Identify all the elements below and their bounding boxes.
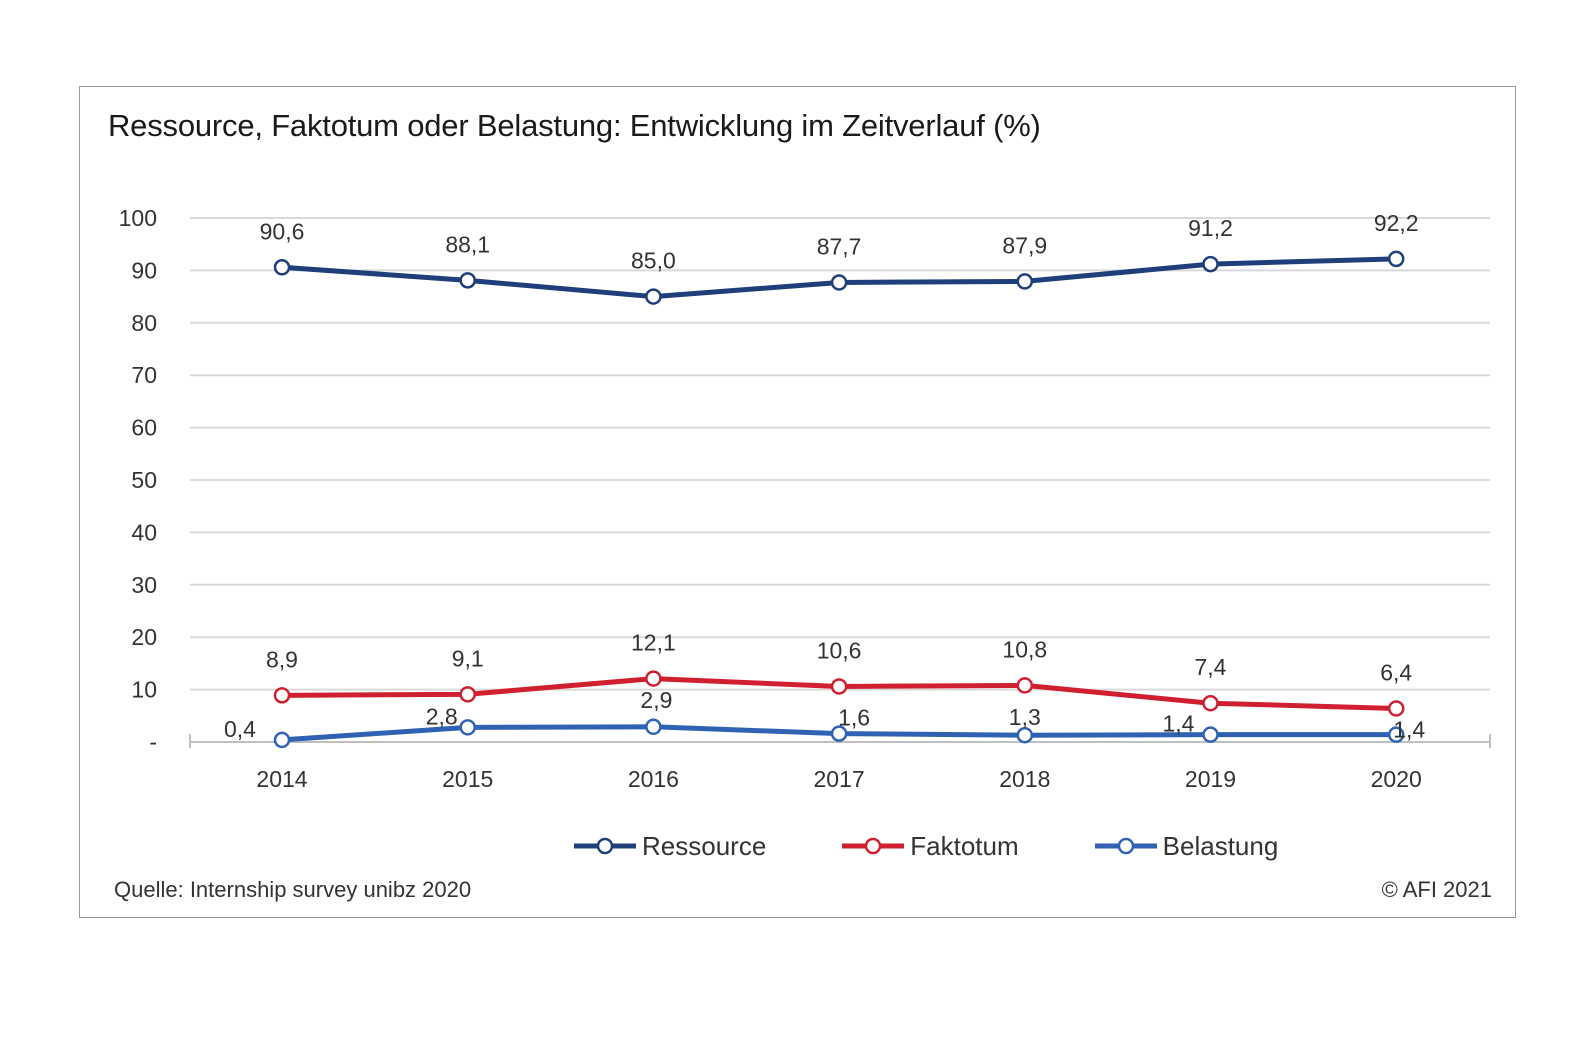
y-tick-label: 30 [131, 572, 157, 598]
data-point-faktotum [645, 670, 662, 687]
copyright-note: © AFI 2021 [1381, 877, 1492, 902]
y-tick-label: 100 [119, 205, 157, 231]
data-point-faktotum [1016, 677, 1034, 694]
data-point-belastung [273, 731, 291, 749]
y-tick-label: 20 [131, 624, 157, 650]
data-point-ressource [1202, 255, 1219, 273]
legend-swatch-belastung [1094, 837, 1157, 855]
data-label-faktotum: 12,1 [631, 630, 676, 656]
chart-frame [79, 86, 1516, 918]
chart-legend: Ressource Faktotum Belastung [572, 828, 1278, 864]
x-tick-label: 2015 [442, 766, 493, 792]
data-point-faktotum [273, 687, 291, 704]
x-tick-label: 2017 [814, 766, 865, 792]
data-label-ressource: 85,0 [631, 248, 676, 274]
data-label-belastung: 2,9 [640, 687, 672, 713]
data-label-faktotum: 8,9 [266, 646, 298, 672]
data-label-belastung: 1,4 [1163, 711, 1195, 737]
data-point-belastung [1016, 726, 1034, 744]
x-tick-label: 2019 [1185, 766, 1236, 792]
y-tick-label: 70 [131, 362, 157, 388]
data-label-ressource: 92,2 [1374, 210, 1419, 236]
data-label-ressource: 87,9 [1002, 232, 1047, 258]
data-point-ressource [273, 259, 291, 276]
y-tick-label: 90 [131, 257, 157, 283]
data-point-faktotum [830, 678, 848, 695]
data-point-belastung [1202, 726, 1219, 743]
y-tick-label: 10 [131, 677, 157, 703]
data-point-faktotum [1202, 694, 1219, 712]
chart-title: Ressource, Faktotum oder Belastung: Entw… [108, 108, 1041, 143]
data-label-ressource: 88,1 [445, 231, 490, 257]
data-label-belastung: 0,4 [224, 716, 256, 742]
data-label-belastung: 1,4 [1393, 717, 1425, 743]
data-point-ressource [830, 274, 848, 291]
y-tick-label: 40 [131, 519, 157, 545]
data-label-belastung: 2,8 [426, 703, 458, 729]
y-tick-label: - [149, 729, 157, 755]
data-label-faktotum: 10,8 [1002, 636, 1047, 662]
data-label-ressource: 90,6 [260, 218, 305, 244]
legend-label: Ressource [642, 830, 767, 861]
data-label-faktotum: 9,1 [452, 645, 484, 671]
y-tick-label: 80 [131, 310, 157, 336]
data-point-belastung [1387, 726, 1405, 743]
data-point-ressource [1387, 250, 1405, 268]
legend-swatch-ressource [574, 837, 636, 855]
data-point-faktotum [459, 686, 476, 703]
data-point-belastung [459, 719, 476, 736]
data-label-faktotum: 10,6 [817, 637, 862, 663]
data-point-belastung [645, 718, 662, 736]
data-label-ressource: 87,7 [817, 233, 862, 259]
legend-label: Belastung [1162, 830, 1279, 861]
data-label-faktotum: 6,4 [1380, 659, 1412, 685]
legend-item-belastung: Belastung [1093, 828, 1279, 864]
data-point-ressource [1016, 273, 1034, 290]
legend-label: Faktotum [910, 830, 1019, 861]
legend-item-ressource: Ressource [572, 828, 766, 864]
data-label-ressource: 91,2 [1188, 215, 1233, 241]
data-label-belastung: 1,6 [838, 705, 870, 731]
x-tick-label: 2020 [1371, 766, 1422, 792]
x-tick-label: 2014 [256, 766, 307, 792]
legend-swatch-faktotum [842, 837, 905, 855]
x-tick-label: 2018 [999, 766, 1050, 792]
data-point-ressource [645, 288, 662, 305]
x-tick-label: 2016 [628, 766, 679, 792]
legend-item-faktotum: Faktotum [840, 828, 1019, 864]
data-label-belastung: 1,3 [1009, 704, 1041, 730]
source-note: Quelle: Internship survey unibz 2020 [114, 877, 472, 902]
data-label-faktotum: 7,4 [1195, 654, 1227, 680]
y-tick-label: 60 [131, 415, 157, 441]
data-point-faktotum [1387, 700, 1405, 717]
data-point-ressource [459, 272, 476, 289]
data-point-belastung [830, 725, 848, 742]
y-tick-label: 50 [131, 467, 157, 493]
